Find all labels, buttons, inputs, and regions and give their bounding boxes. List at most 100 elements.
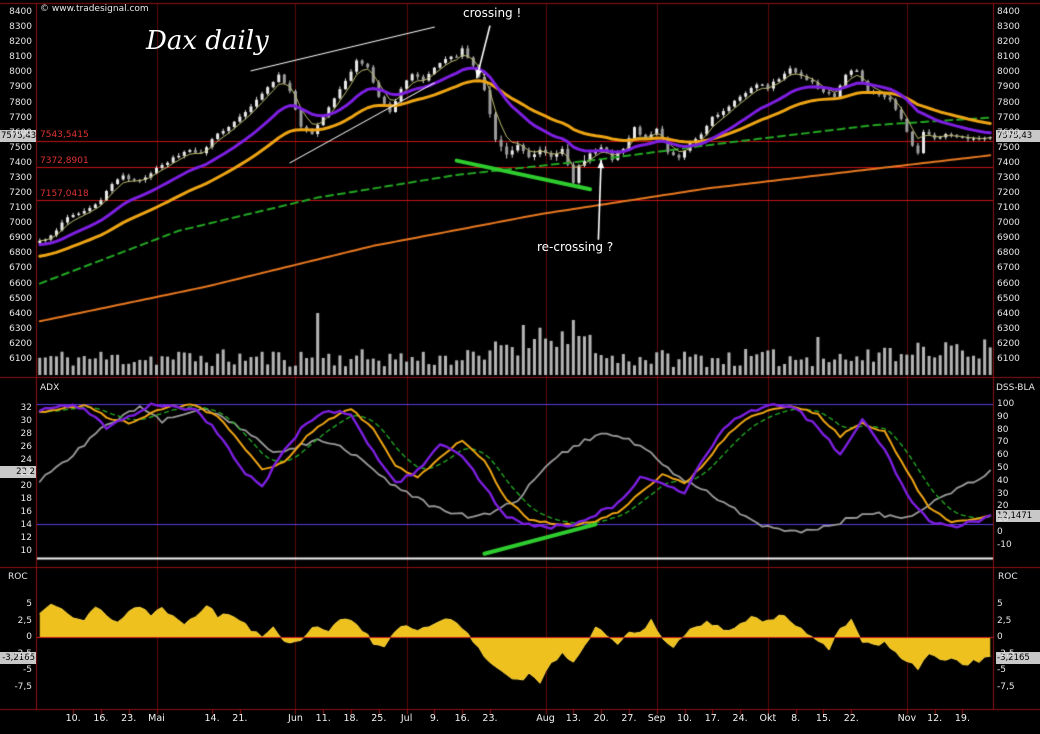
price-axis-tick-left: 8200 <box>9 37 32 48</box>
roc-axis-tick-right: -2,5 <box>997 648 1015 659</box>
date-axis-tick: 18. <box>343 713 359 724</box>
price-axis-tick-left: 6200 <box>9 338 32 349</box>
price-axis-tick-right: 7800 <box>997 97 1020 108</box>
dss-axis-tick: 90 <box>997 411 1009 422</box>
adx-axis-tick: 16 <box>20 507 32 517</box>
adx-panel-label: ADX <box>40 383 60 393</box>
price-axis-tick-left: 7800 <box>9 97 32 108</box>
price-axis-tick-left: 8100 <box>9 52 32 63</box>
adx-last-value-badge: 22,2 <box>0 465 36 478</box>
price-axis-tick-left: 6700 <box>9 263 32 274</box>
roc-axis-tick-left: -5 <box>23 665 32 675</box>
adx-axis-tick: 24 <box>20 455 32 465</box>
roc-axis-tick-right: 2,5 <box>997 615 1012 626</box>
date-axis-tick: 11. <box>315 713 331 724</box>
last-price-badge-left: 7575,43 <box>0 130 36 143</box>
price-axis-tick-left: 7300 <box>9 172 32 183</box>
price-axis-tick-left: 6100 <box>9 354 32 364</box>
price-axis-tick-right: 6400 <box>997 308 1020 319</box>
price-level-label-3: 7157,0418 <box>40 188 89 199</box>
price-axis-tick-left: 7900 <box>9 82 32 93</box>
price-axis-tick-left: 6400 <box>9 308 32 319</box>
roc-last-value-badge-left: -3,2165 <box>0 652 36 665</box>
dss-axis-tick: 50 <box>997 463 1009 473</box>
price-axis-tick-left: 7400 <box>9 157 32 168</box>
adx-axis-tick: 10 <box>20 546 32 556</box>
date-axis-tick: 14. <box>204 713 220 724</box>
dss-axis-tick: 40 <box>997 475 1009 486</box>
price-axis-tick-right: 8400 <box>997 7 1020 17</box>
date-axis-tick: 15. <box>815 713 832 724</box>
price-axis-tick-right: 8000 <box>997 67 1020 78</box>
adx-axis-tick: 12 <box>20 533 32 543</box>
roc-panel-label-right: ROC <box>998 572 1018 582</box>
date-axis-tick: Mai <box>148 713 165 724</box>
date-axis-tick: Jul <box>400 713 413 724</box>
price-axis-tick-right: 6500 <box>997 293 1020 304</box>
price-axis-tick-left: 6900 <box>9 233 32 244</box>
price-axis-tick-right: 6100 <box>997 354 1020 364</box>
date-axis-tick: Jun <box>288 713 303 724</box>
last-price-badge-right: 7575,43 <box>996 130 1040 143</box>
roc-axis-tick-left: 5 <box>26 599 32 609</box>
date-axis-tick: 16. <box>93 713 109 724</box>
date-axis-tick: 24. <box>732 713 748 724</box>
crossing-annotation[interactable]: crossing ! <box>463 6 522 20</box>
date-axis-tick: Aug <box>536 713 555 724</box>
dss-axis-tick: -10 <box>997 539 1012 550</box>
price-axis-tick-left: 8400 <box>9 7 32 17</box>
dss-axis-tick: 70 <box>997 437 1009 448</box>
dss-panel-label: DSS-BLA <box>996 383 1035 393</box>
chart-title-annotation[interactable]: Dax daily <box>146 26 269 56</box>
price-axis-tick-left: 7000 <box>9 218 32 229</box>
date-axis-tick: 21. <box>232 713 248 724</box>
date-axis-tick: 25. <box>371 713 387 724</box>
price-axis-tick-right: 7000 <box>997 218 1020 229</box>
price-axis-tick-right: 7900 <box>997 82 1020 93</box>
date-axis-tick: 19. <box>954 713 970 724</box>
date-axis-tick: 13. <box>565 713 581 724</box>
price-axis-tick-left: 8000 <box>9 67 32 78</box>
price-axis-tick-left: 7100 <box>9 203 32 214</box>
date-axis-tick: 10. <box>65 713 81 724</box>
date-axis-tick: Nov <box>897 713 917 724</box>
date-axis-tick: 12. <box>927 713 943 724</box>
roc-axis-tick-left: 2,5 <box>17 615 32 626</box>
roc-axis-tick-right: -5 <box>997 665 1006 675</box>
adx-axis-tick: 32 <box>20 403 32 413</box>
price-axis-tick-left: 8300 <box>9 22 32 33</box>
copyright-text: © www.tradesignal.com <box>40 4 149 14</box>
adx-axis-tick: 22 <box>20 468 32 478</box>
roc-panel-label-left: ROC <box>8 572 28 582</box>
roc-axis-tick-left: -2,5 <box>14 648 32 659</box>
price-level-label-2: 7372,8901 <box>40 155 89 166</box>
price-level-label-1: 7543,5415 <box>40 130 89 141</box>
price-axis-tick-right: 6700 <box>997 263 1020 274</box>
date-axis-tick: 9. <box>429 713 439 724</box>
price-axis-tick-right: 7500 <box>997 142 1020 153</box>
recrossing-annotation[interactable]: re-crossing ? <box>537 240 614 254</box>
price-axis-tick-right: 7100 <box>997 203 1020 214</box>
price-axis-tick-right: 7400 <box>997 157 1020 168</box>
date-axis-tick: 27. <box>621 713 637 724</box>
date-axis-tick: 23. <box>482 713 498 724</box>
price-axis-tick-right: 7300 <box>997 172 1020 183</box>
dss-axis-tick: 0 <box>997 527 1003 537</box>
date-axis-tick: 8. <box>791 713 801 724</box>
price-axis-tick-left: 7600 <box>9 127 32 138</box>
date-axis-tick: 22. <box>843 713 859 724</box>
price-axis-tick-right: 7600 <box>997 127 1020 138</box>
date-axis-tick: 23. <box>121 713 137 724</box>
dss-last-value-badge: 12,1471 <box>996 510 1040 523</box>
dss-axis-tick: 20 <box>997 501 1009 512</box>
price-axis-tick-left: 6800 <box>9 248 32 259</box>
roc-axis-tick-left: -7,5 <box>14 681 32 692</box>
date-axis-tick: Okt <box>759 713 777 724</box>
price-axis-tick-right: 6600 <box>997 278 1020 289</box>
adx-axis-tick: 28 <box>20 429 32 439</box>
price-axis-tick-left: 7700 <box>9 112 32 123</box>
price-axis-tick-left: 7200 <box>9 188 32 199</box>
adx-axis-tick: 20 <box>20 481 32 491</box>
date-axis-tick: Sep <box>647 713 666 724</box>
